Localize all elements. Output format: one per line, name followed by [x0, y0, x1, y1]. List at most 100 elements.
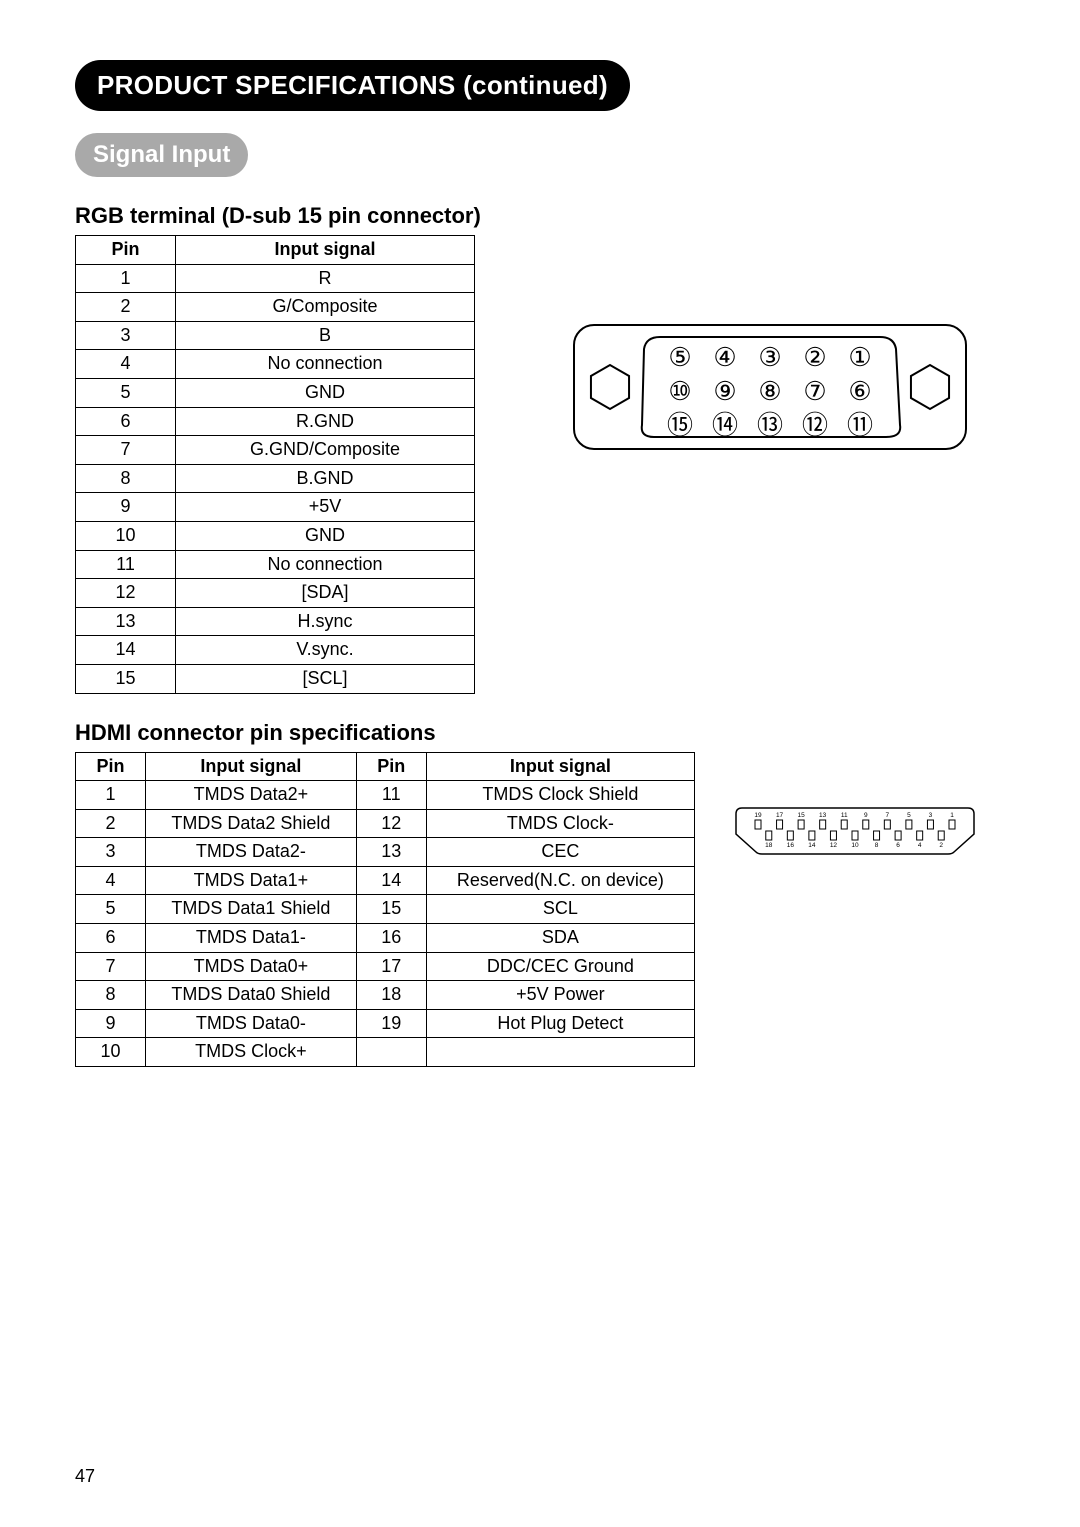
table-cell: 4 [76, 350, 176, 379]
table-cell: 10 [76, 1038, 146, 1067]
svg-text:9: 9 [864, 812, 868, 819]
hdmi-col-pin-b: Pin [356, 752, 426, 781]
table-cell: TMDS Clock+ [146, 1038, 357, 1067]
table-cell: 9 [76, 1009, 146, 1038]
table-cell: GND [176, 378, 475, 407]
table-row: 3B [76, 321, 475, 350]
svg-text:4: 4 [918, 842, 922, 849]
table-cell: 2 [76, 809, 146, 838]
table-row: 7G.GND/Composite [76, 436, 475, 465]
table-row: 7TMDS Data0+17DDC/CEC Ground [76, 952, 695, 981]
table-cell: 1 [76, 781, 146, 810]
table-row: 13H.sync [76, 607, 475, 636]
table-cell: TMDS Clock Shield [426, 781, 694, 810]
table-cell: 14 [356, 866, 426, 895]
svg-text:1: 1 [950, 812, 954, 819]
svg-text:⑥: ⑥ [848, 376, 871, 406]
table-cell: R.GND [176, 407, 475, 436]
svg-text:⑪: ⑪ [847, 410, 873, 440]
table-cell: R [176, 264, 475, 293]
table-cell: 15 [356, 895, 426, 924]
svg-text:11: 11 [841, 812, 848, 819]
svg-text:3: 3 [929, 812, 933, 819]
hdmi-col-signal-a: Input signal [146, 752, 357, 781]
table-cell: 12 [76, 579, 176, 608]
section-sub-pill: Signal Input [75, 133, 248, 177]
table-cell: B [176, 321, 475, 350]
svg-text:⑨: ⑨ [713, 376, 736, 406]
table-cell: 13 [356, 838, 426, 867]
table-cell: +5V Power [426, 981, 694, 1010]
table-cell [356, 1038, 426, 1067]
table-row: 6R.GND [76, 407, 475, 436]
svg-text:②: ② [803, 342, 826, 372]
table-row: 5TMDS Data1 Shield15SCL [76, 895, 695, 924]
table-cell: 7 [76, 952, 146, 981]
table-header-row: Pin Input signal Pin Input signal [76, 752, 695, 781]
svg-text:④: ④ [713, 342, 736, 372]
table-cell: 19 [356, 1009, 426, 1038]
svg-text:16: 16 [787, 842, 795, 849]
table-cell: 15 [76, 664, 176, 693]
table-cell: 13 [76, 607, 176, 636]
svg-text:10: 10 [851, 842, 859, 849]
table-cell: 5 [76, 378, 176, 407]
table-cell: V.sync. [176, 636, 475, 665]
table-row: 11No connection [76, 550, 475, 579]
table-cell: 4 [76, 866, 146, 895]
svg-text:⑮: ⑮ [667, 410, 693, 440]
table-cell: 11 [76, 550, 176, 579]
table-cell: 6 [76, 924, 146, 953]
svg-text:17: 17 [776, 812, 784, 819]
hdmi-col-pin-a: Pin [76, 752, 146, 781]
table-row: 1TMDS Data2+11TMDS Clock Shield [76, 781, 695, 810]
table-cell: Hot Plug Detect [426, 1009, 694, 1038]
table-cell: [SCL] [176, 664, 475, 693]
svg-text:③: ③ [758, 342, 781, 372]
table-row: 8B.GND [76, 464, 475, 493]
table-cell: 14 [76, 636, 176, 665]
table-cell: 16 [356, 924, 426, 953]
hdmi-row: Pin Input signal Pin Input signal 1TMDS … [75, 752, 1005, 1068]
table-cell: TMDS Data1- [146, 924, 357, 953]
svg-text:18: 18 [765, 842, 773, 849]
table-cell: TMDS Data2+ [146, 781, 357, 810]
svg-text:①: ① [848, 342, 871, 372]
svg-text:⑩: ⑩ [668, 376, 691, 406]
table-cell: B.GND [176, 464, 475, 493]
svg-text:5: 5 [907, 812, 911, 819]
table-row: 10TMDS Clock+ [76, 1038, 695, 1067]
table-cell: 5 [76, 895, 146, 924]
table-row: 9TMDS Data0-19Hot Plug Detect [76, 1009, 695, 1038]
table-row: 3TMDS Data2-13CEC [76, 838, 695, 867]
svg-text:13: 13 [819, 812, 827, 819]
svg-text:15: 15 [797, 812, 805, 819]
table-cell: SDA [426, 924, 694, 953]
table-cell: 3 [76, 838, 146, 867]
rgb-table: Pin Input signal 1R2G/Composite3B4No con… [75, 235, 475, 694]
table-row: 15[SCL] [76, 664, 475, 693]
table-cell: +5V [176, 493, 475, 522]
table-cell: 18 [356, 981, 426, 1010]
table-cell: 8 [76, 981, 146, 1010]
table-cell: TMDS Data2- [146, 838, 357, 867]
table-cell: TMDS Clock- [426, 809, 694, 838]
table-cell: TMDS Data2 Shield [146, 809, 357, 838]
table-row: 14V.sync. [76, 636, 475, 665]
table-cell: 8 [76, 464, 176, 493]
svg-text:8: 8 [875, 842, 879, 849]
table-row: 8TMDS Data0 Shield18+5V Power [76, 981, 695, 1010]
rgb-col-pin: Pin [76, 236, 176, 265]
table-row: 1R [76, 264, 475, 293]
table-cell: 12 [356, 809, 426, 838]
svg-text:19: 19 [754, 812, 762, 819]
table-cell: 6 [76, 407, 176, 436]
table-cell: TMDS Data1 Shield [146, 895, 357, 924]
table-row: 4TMDS Data1+14Reserved(N.C. on device) [76, 866, 695, 895]
table-cell: 3 [76, 321, 176, 350]
hdmi-diagram-svg: 19171513119753118161412108642 [730, 790, 980, 870]
hdmi-section-title: HDMI connector pin specifications [75, 720, 1005, 746]
rgb-section-title: RGB terminal (D-sub 15 pin connector) [75, 203, 1005, 229]
dsub15-diagram-svg: ⑤④③②①⑩⑨⑧⑦⑥⑮⑭⑬⑫⑪ [570, 307, 970, 467]
table-header-row: Pin Input signal [76, 236, 475, 265]
